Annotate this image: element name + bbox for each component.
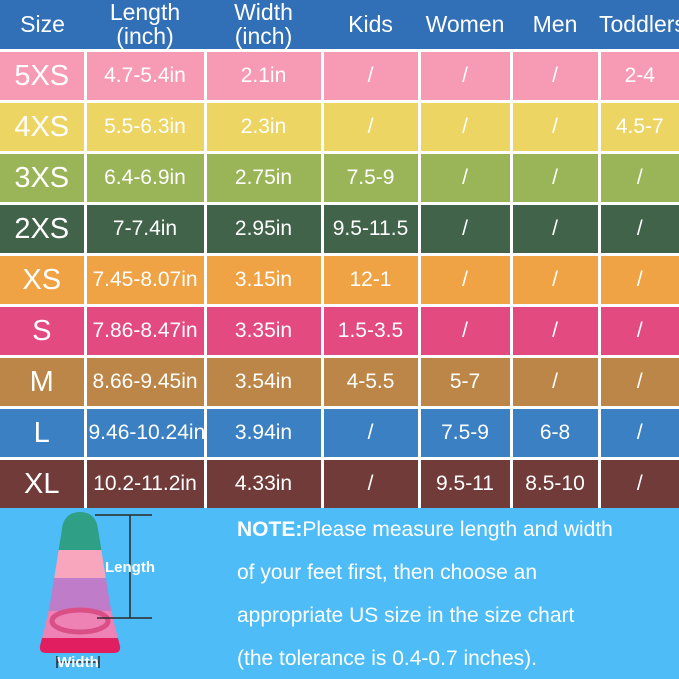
men-cell: / (509, 100, 601, 154)
table-row-S: S 7.86-8.47in 3.35in 1.5-3.5// / (0, 304, 679, 358)
toddlers-cell: / (597, 355, 679, 409)
table-row-XL: XL 10.2-11.2in 4.33in/9.5-11 8.5-10/ (0, 457, 679, 508)
column-header-kids: Kids (322, 0, 419, 52)
women-cell: / (417, 304, 513, 358)
size-chart-table: Size Length (inch) Width (inch) Kids Women Men T… (0, 0, 679, 508)
width-cell: 3.35in (203, 304, 324, 358)
width-cell: 2.3in (203, 100, 324, 154)
width-cell: 4.33in (203, 457, 324, 508)
length-cell: 4.7-5.4in (83, 49, 207, 103)
row-label-cell: 3XS (0, 151, 87, 205)
size-chart-table-wrap: Size Length (inch) Width (inch) Kids Women Men T… (0, 0, 679, 508)
toddlers-cell: / (597, 406, 679, 460)
width-dimension-label: Width (57, 654, 99, 671)
width-cell: 2.75in (203, 151, 324, 205)
toddlers-cell: / (597, 202, 679, 256)
width-cell: 3.54in (203, 355, 324, 409)
note-line-3: appropriate US size in the size chart (237, 604, 575, 627)
length-cell: 6.4-6.9in (83, 151, 207, 205)
women-cell: / (417, 151, 513, 205)
table-body: 5XS 4.7-5.4in 2.1in / //2-4 4XS 5.5-6.3in 2.3in… (0, 49, 679, 508)
men-cell: 8.5-10 (509, 457, 601, 508)
table-row-3XS: 3XS 6.4-6.9in 2.75in 7.5-9// / (0, 151, 679, 205)
row-label-cell: M (0, 355, 87, 409)
foot-opening (49, 607, 111, 635)
length-cell: 8.66-9.45in (83, 355, 207, 409)
men-cell: / (509, 202, 601, 256)
table-row-4XS: 4XS 5.5-6.3in 2.3in / //4.5-7 (0, 100, 679, 154)
kids-cell: / (320, 406, 421, 460)
note-line-2: of your feet first, then choose an (237, 561, 538, 584)
column-header-size: Size (0, 0, 85, 52)
kids-cell: 4-5.5 (320, 355, 421, 409)
kids-cell: 9.5-11.5 (320, 202, 421, 256)
length-cell: 5.5-6.3in (83, 100, 207, 154)
women-cell: 9.5-11 (417, 457, 513, 508)
width-cell: 2.95in (203, 202, 324, 256)
women-cell: / (417, 49, 513, 103)
kids-cell: / (320, 457, 421, 508)
length-cell: 10.2-11.2in (83, 457, 207, 508)
women-cell: 7.5-9 (417, 406, 513, 460)
men-cell: / (509, 304, 601, 358)
toddlers-cell: / (597, 151, 679, 205)
note-line-1-text: Please measure length and width (302, 518, 613, 541)
column-header-women: Women (419, 0, 511, 52)
column-header-width: Width (inch) (205, 0, 322, 52)
row-label-cell: XL (0, 457, 87, 508)
column-header-men: Men (511, 0, 599, 52)
table-row-L: L 9.46-10.24in 3.94in/7.5-9 6-8/ (0, 406, 679, 460)
table-row-XS: XS 7.45-8.07in 3.15in 12-1// / (0, 253, 679, 307)
note-line-4: (the tolerance is 0.4-0.7 inches). (237, 647, 537, 670)
toddlers-cell: 2-4 (597, 49, 679, 103)
width-cell: 3.15in (203, 253, 324, 307)
table-row-M: M 8.66-9.45in 3.54in 4-5.5 5-7// (0, 355, 679, 409)
table-header-row: Size Length (inch) Width (inch) Kids Women Men T… (0, 0, 679, 52)
men-cell: / (509, 253, 601, 307)
row-label-cell: 5XS (0, 49, 87, 103)
column-header-length: Length (inch) (85, 0, 205, 52)
toddlers-cell: / (597, 304, 679, 358)
men-cell: / (509, 49, 601, 103)
men-cell: 6-8 (509, 406, 601, 460)
note-section: Length Width NOTE:Please measure length … (0, 508, 679, 679)
note-line-1: NOTE:Please measure length and width (237, 508, 667, 551)
row-label-cell: 2XS (0, 202, 87, 256)
length-cell: 7.45-8.07in (83, 253, 207, 307)
women-cell: / (417, 100, 513, 154)
length-cell: 7-7.4in (83, 202, 207, 256)
men-cell: / (509, 355, 601, 409)
width-cell: 3.94in (203, 406, 324, 460)
men-cell: / (509, 151, 601, 205)
kids-cell: / (320, 49, 421, 103)
length-cell: 7.86-8.47in (83, 304, 207, 358)
toddlers-cell: / (597, 457, 679, 508)
note-bold-prefix: NOTE: (237, 518, 303, 541)
toddlers-cell: 4.5-7 (597, 100, 679, 154)
kids-cell: 12-1 (320, 253, 421, 307)
dimension-lines (56, 514, 152, 668)
women-cell: / (417, 202, 513, 256)
length-cell: 9.46-10.24in (83, 406, 207, 460)
kids-cell: 7.5-9 (320, 151, 421, 205)
table-row-2XS: 2XS 7-7.4in 2.95in 9.5-11.5// / (0, 202, 679, 256)
table-row-5XS: 5XS 4.7-5.4in 2.1in / //2-4 (0, 49, 679, 103)
row-label-cell: 4XS (0, 100, 87, 154)
toddlers-cell: / (597, 253, 679, 307)
note-text: NOTE:Please measure length and width of … (237, 508, 667, 679)
fin-illustration: Length Width (39, 512, 155, 671)
women-cell: 5-7 (417, 355, 513, 409)
row-label-cell: XS (0, 253, 87, 307)
row-label-cell: L (0, 406, 87, 460)
row-label-cell: S (0, 304, 87, 358)
column-header-toddlers: Toddlers (599, 0, 679, 52)
width-cell: 2.1in (203, 49, 324, 103)
women-cell: / (417, 253, 513, 307)
kids-cell: 1.5-3.5 (320, 304, 421, 358)
length-dimension-label: Length (105, 559, 155, 576)
kids-cell: / (320, 100, 421, 154)
